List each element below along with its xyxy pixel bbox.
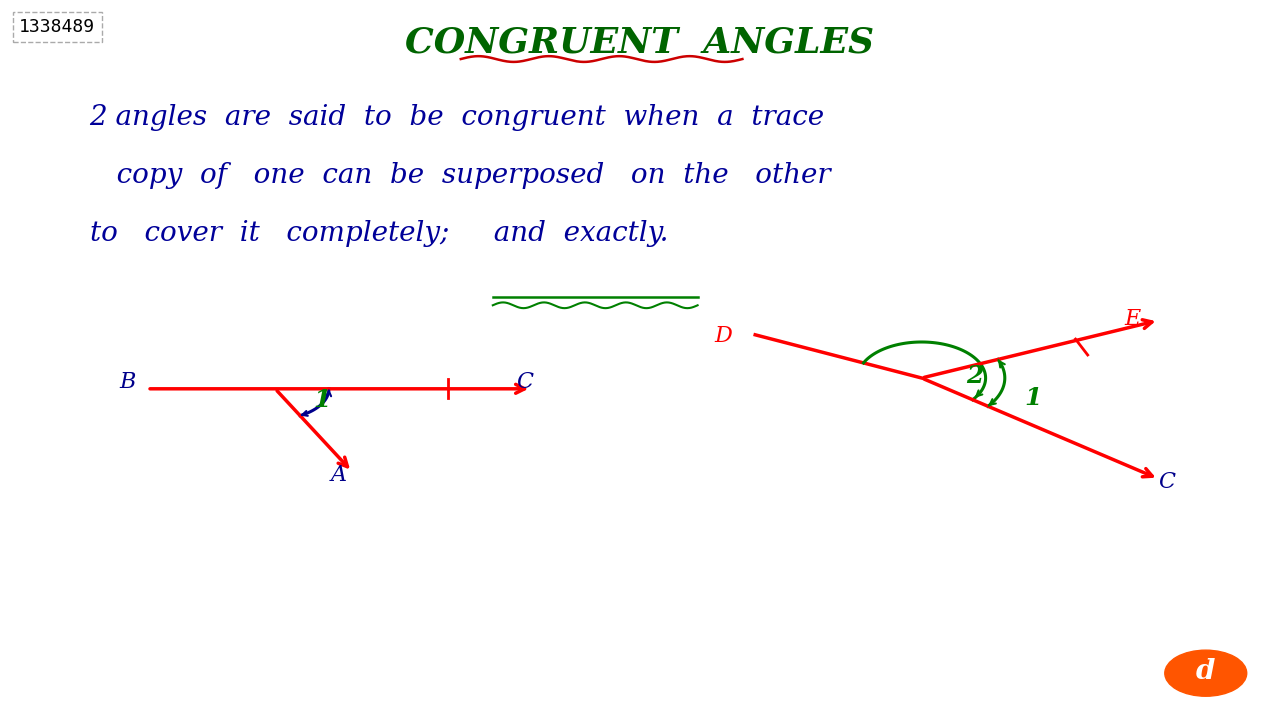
Text: C: C	[516, 371, 534, 393]
Text: 2: 2	[966, 364, 984, 388]
Text: d: d	[1196, 658, 1216, 685]
Circle shape	[1165, 650, 1247, 696]
Text: 1: 1	[314, 388, 332, 412]
Text: CONGRUENT  ANGLES: CONGRUENT ANGLES	[406, 25, 874, 59]
Text: 1: 1	[1024, 386, 1042, 410]
Text: A: A	[332, 464, 347, 486]
Text: 1338489: 1338489	[19, 18, 95, 36]
Text: B: B	[120, 371, 136, 393]
Text: 2 angles  are  said  to  be  congruent  when  a  trace: 2 angles are said to be congruent when a…	[90, 104, 824, 132]
Text: to   cover  it   completely;     and  exactly.: to cover it completely; and exactly.	[90, 220, 668, 247]
Text: E: E	[1125, 308, 1140, 330]
Text: C: C	[1158, 471, 1175, 493]
Text: D: D	[714, 325, 732, 348]
Text: copy  of   one  can  be  superposed   on  the   other: copy of one can be superposed on the oth…	[90, 162, 831, 189]
